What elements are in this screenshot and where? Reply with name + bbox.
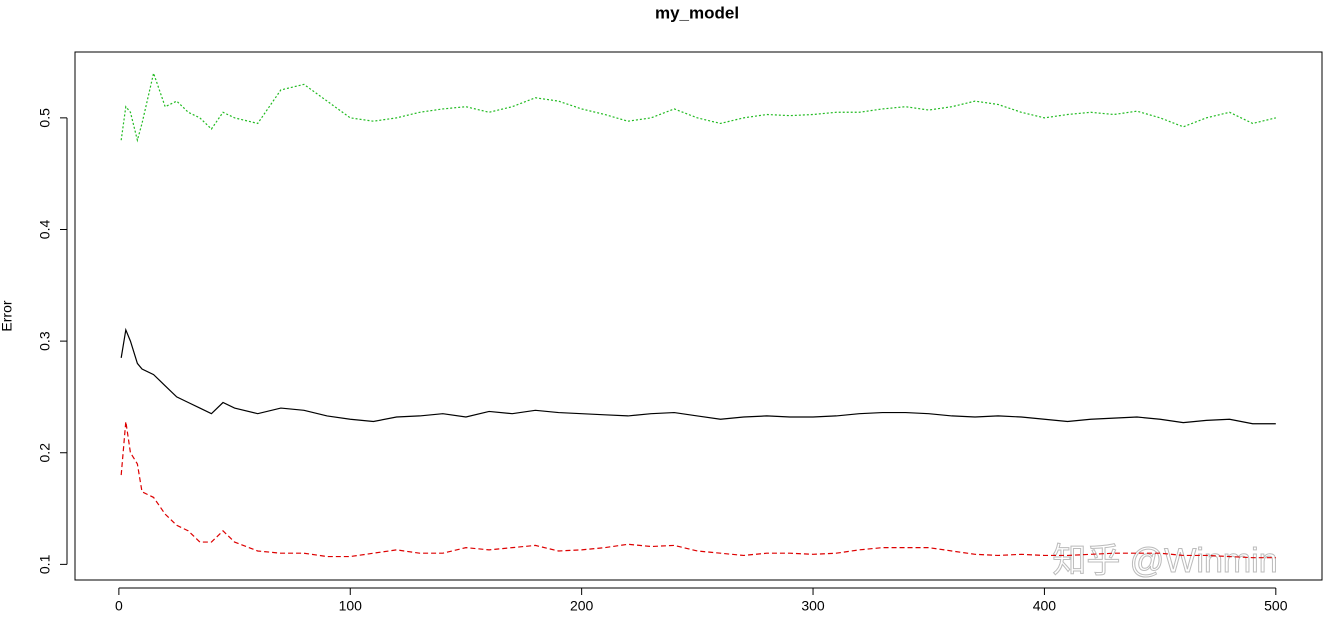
chart-title: my_model: [655, 3, 739, 22]
y-tick-label: 0.4: [37, 220, 53, 240]
y-tick-label: 0.5: [37, 108, 53, 128]
y-tick-label: 0.3: [37, 331, 53, 351]
x-tick-label: 500: [1264, 598, 1288, 614]
x-tick-label: 200: [570, 598, 594, 614]
x-tick-label: 400: [1033, 598, 1057, 614]
x-tick-label: 0: [115, 598, 123, 614]
plot-frame: [74, 51, 1323, 581]
series-line: [120, 421, 1276, 559]
x-tick-label: 300: [801, 598, 825, 614]
x-tick-label: 100: [339, 598, 363, 614]
watermark: 知乎 @Winmin: [1052, 542, 1277, 580]
y-tick-label: 0.1: [37, 554, 53, 574]
y-axis-label: Error: [0, 300, 15, 331]
series-line: [120, 71, 1276, 143]
y-tick-label: 0.2: [37, 443, 53, 463]
series-line: [120, 327, 1276, 425]
